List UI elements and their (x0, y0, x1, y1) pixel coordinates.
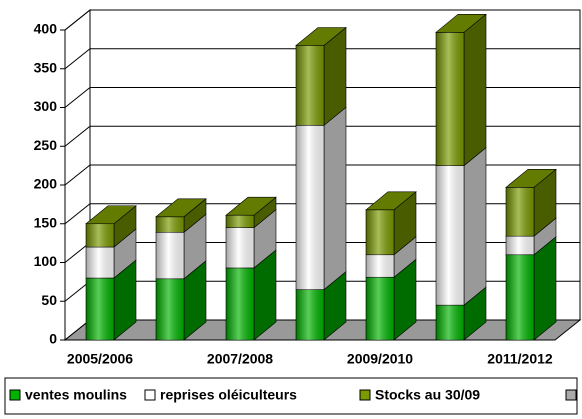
bar-shade (366, 209, 394, 255)
grid-line (64, 48, 91, 70)
bar-shade (366, 254, 394, 278)
x-tick-label: 2011/2012 (487, 351, 553, 367)
grid-line (64, 203, 91, 225)
bar-shade (296, 289, 324, 340)
y-tick-label: 200 (34, 176, 58, 192)
bar-shade (156, 232, 184, 279)
bar-side (323, 106, 347, 291)
y-tick-label: 350 (34, 59, 58, 75)
bar-shade (226, 267, 254, 340)
bar-shade (86, 223, 114, 247)
y-tick-label: 250 (34, 137, 58, 153)
grid-line (64, 9, 91, 31)
bar-shade (436, 305, 464, 340)
bar-shade (226, 215, 254, 228)
legend-swatch (359, 389, 371, 401)
bar-shade (296, 125, 324, 290)
legend-swatch (144, 389, 156, 401)
bar-shade (226, 227, 254, 268)
y-tick-label: 50 (41, 292, 57, 308)
y-tick-label: 100 (34, 253, 58, 269)
bar-shade (506, 254, 534, 340)
y-tick-label: 400 (34, 21, 58, 37)
grid-line (64, 164, 91, 186)
bar-top (505, 169, 557, 188)
bar-top (85, 205, 137, 225)
bar-top (155, 198, 207, 218)
bar-shade (156, 216, 184, 233)
legend-label: Stocks au 30/09 (375, 387, 480, 403)
bar-top (295, 27, 347, 46)
y-tick-label: 0 (49, 331, 57, 347)
bar-shade (296, 45, 324, 126)
bar-top (435, 14, 487, 33)
bar-shade (436, 32, 464, 166)
grid-line (64, 87, 91, 108)
y-tick-label: 150 (34, 214, 58, 230)
x-tick-label: 2005/2006 (67, 351, 133, 367)
bar-shade (156, 278, 184, 340)
x-tick-label: 2009/2010 (347, 351, 413, 367)
grid-line (64, 125, 91, 147)
bar-shade (86, 278, 114, 340)
legend-swatch (565, 389, 577, 401)
bar-top (225, 196, 277, 216)
legend-label: reprises oléiculteurs (160, 387, 297, 403)
bar-top (365, 191, 417, 211)
bar-shade (86, 247, 114, 278)
x-tick-label: 2007/2008 (207, 351, 273, 367)
legend-box (4, 377, 578, 415)
bar-shade (436, 165, 464, 306)
bar-shade (506, 236, 534, 255)
bar-side (463, 13, 487, 167)
bar-shade (506, 187, 534, 237)
y-tick-label: 300 (34, 98, 58, 114)
bar-shade (366, 277, 394, 340)
bar-side (463, 146, 487, 306)
legend-swatch (9, 389, 21, 401)
legend-label: ventes moulins (25, 387, 127, 403)
